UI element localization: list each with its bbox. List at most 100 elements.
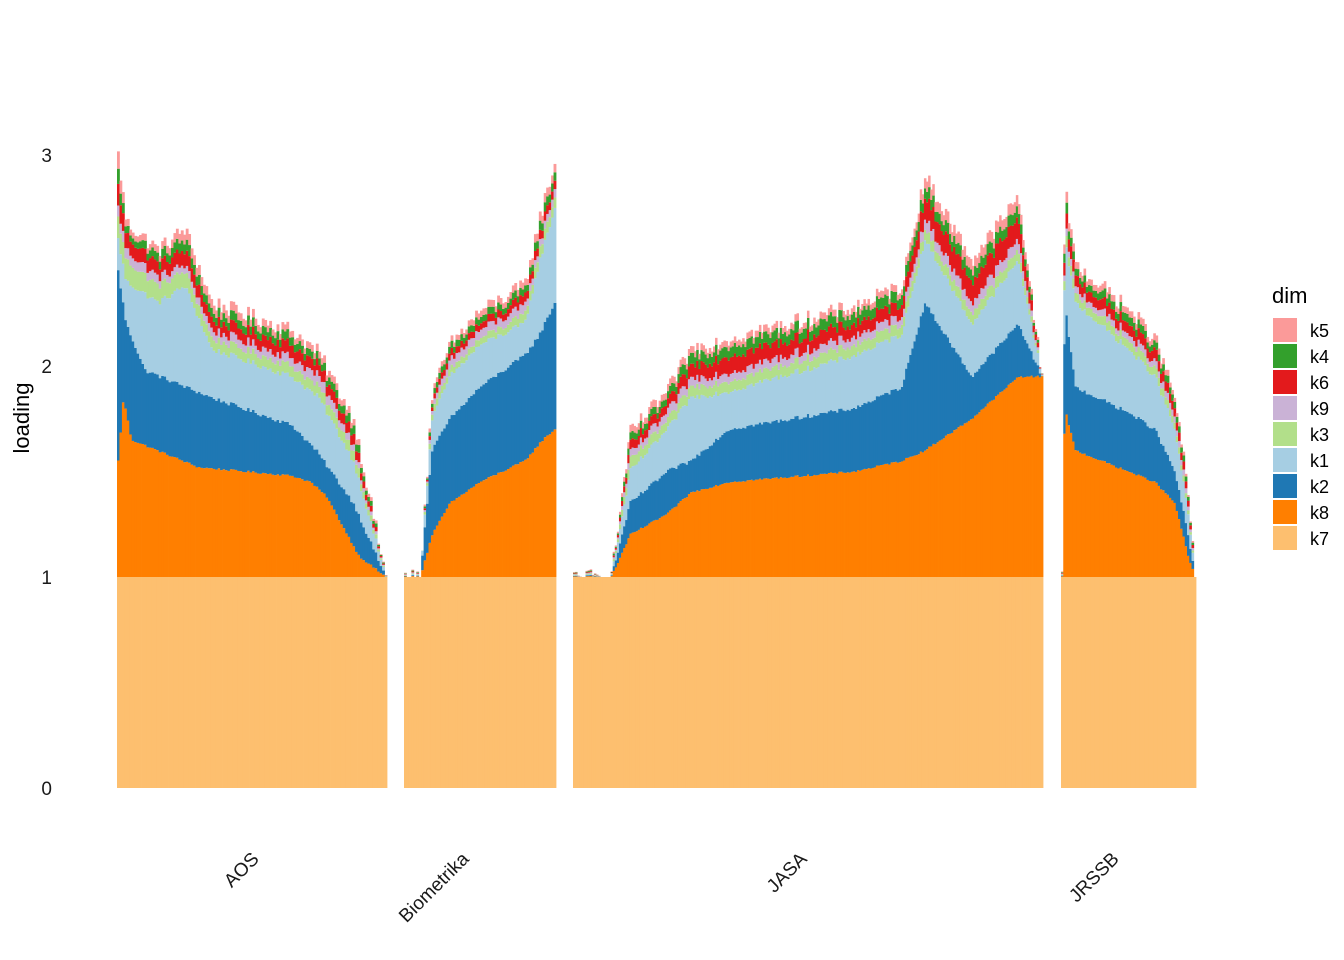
bar-segment-k6: [1110, 308, 1114, 320]
bar-segment-k2: [279, 423, 282, 476]
bar-segment-k5: [855, 311, 858, 318]
bar-segment-k3: [926, 233, 929, 244]
bar-segment-k2: [484, 382, 488, 480]
bar-segment-k2: [141, 363, 145, 445]
bar-segment-k3: [1017, 254, 1021, 264]
bar-segment-k2: [779, 419, 783, 478]
bar-segment-k3: [731, 381, 735, 392]
bar-segment-k4: [765, 331, 768, 343]
bar-segment-k1: [875, 342, 879, 397]
bar-segment-k2: [163, 376, 167, 453]
bar-segment-k8: [748, 480, 751, 577]
bar-segment-k8: [1081, 453, 1084, 577]
bar-segment-k1: [1028, 314, 1031, 349]
bar-segment-k4: [460, 334, 464, 341]
bar-segment-k6: [141, 247, 145, 263]
bar-segment-k5: [900, 289, 904, 296]
bar-segment-k9: [1124, 331, 1127, 338]
bar-segment-k1: [702, 395, 705, 451]
bar-segment-k7: [1028, 577, 1031, 788]
bar-segment-k9: [516, 310, 520, 320]
bar-segment-k6: [704, 364, 708, 379]
bar-segment-k6: [1022, 255, 1025, 272]
bar-segment-k9: [161, 271, 165, 281]
bar-segment-k5: [930, 189, 933, 200]
bar-segment-k6: [524, 292, 527, 302]
bar-segment-k9: [129, 255, 133, 266]
bar-segment-k8: [648, 523, 651, 577]
bar-segment-k3: [974, 308, 977, 320]
bar-segment-k5: [1094, 285, 1098, 291]
bar-segment-k7: [455, 577, 459, 788]
bar-segment-k1: [677, 412, 680, 466]
bar-segment-k2: [1133, 416, 1136, 474]
bar-segment-k5: [524, 278, 527, 286]
bar-segment-k5: [959, 233, 962, 246]
bar-segment-k9: [677, 393, 680, 403]
bar-segment-k3: [802, 361, 806, 372]
bar-segment-k4: [450, 340, 454, 348]
bar-segment-k8: [121, 402, 125, 577]
bar-segment-k5: [229, 301, 233, 311]
bar-segment-k2: [698, 455, 701, 492]
bar-segment-k7: [898, 577, 902, 788]
bar-segment-k4: [923, 188, 927, 199]
bar-segment-k4: [207, 303, 211, 312]
bar-segment-k2: [320, 458, 324, 493]
bar-segment-k7: [1070, 577, 1073, 788]
bar-segment-k4: [852, 311, 856, 323]
bar-segment-k2: [266, 417, 270, 475]
bar-segment-k9: [306, 367, 309, 377]
bar-segment-k9: [1175, 430, 1179, 437]
bar-segment-k9: [708, 378, 712, 386]
bar-segment-k6: [1117, 320, 1120, 331]
bar-segment-k4: [857, 306, 860, 319]
bar-segment-k2: [913, 341, 916, 456]
bar-segment-k8: [281, 474, 285, 577]
bar-segment-k9: [453, 358, 456, 367]
bar-segment-k2: [727, 431, 731, 483]
bar-segment-k3: [855, 347, 858, 357]
bar-segment-k4: [727, 351, 731, 361]
bar-segment-k9: [652, 423, 655, 433]
bar-segment-k2: [1115, 408, 1118, 468]
bar-segment-k8: [692, 491, 695, 577]
bar-segment-k5: [735, 341, 739, 347]
bar-segment-k9: [1011, 246, 1015, 258]
bar-segment-k1: [923, 240, 927, 304]
bar-segment-k6: [173, 252, 177, 268]
bar-segment-k4: [274, 338, 277, 346]
bar-segment-k6: [487, 313, 491, 322]
bar-segment-k2: [175, 381, 179, 458]
bar-segment-k1: [769, 380, 772, 424]
bar-segment-k2: [817, 415, 820, 475]
bar-segment-k4: [303, 353, 307, 361]
bar-segment-k9: [252, 339, 255, 349]
bar-segment-k7: [934, 577, 937, 788]
bar-segment-k6: [274, 345, 277, 357]
bar-segment-k6: [247, 324, 250, 338]
bar-segment-k5: [1024, 252, 1027, 260]
bar-segment-k5: [252, 308, 255, 318]
bar-segment-k5: [281, 322, 285, 330]
bar-segment-k8: [646, 525, 649, 577]
bar-segment-k1: [767, 379, 770, 423]
bar-segment-k2: [936, 323, 939, 443]
bar-segment-k6: [202, 302, 206, 314]
bar-segment-k8: [1026, 376, 1029, 577]
bar-segment-k1: [190, 302, 194, 390]
bar-segment-k1: [1112, 335, 1116, 406]
bar-segment-k8: [905, 457, 908, 577]
bar-segment-k7: [798, 577, 802, 788]
bar-segment-k7: [487, 577, 491, 788]
bar-segment-k2: [244, 410, 248, 473]
bar-segment-k7: [443, 577, 447, 788]
bar-segment-k9: [249, 345, 253, 354]
bar-segment-k1: [710, 397, 714, 446]
bar-segment-k4: [1013, 212, 1017, 224]
bar-segment-k8: [237, 470, 241, 577]
bar-segment-k9: [842, 340, 845, 349]
bar-segment-k1: [986, 299, 990, 358]
bar-segment-k1: [900, 334, 904, 387]
bar-segment-k2: [1103, 399, 1107, 462]
